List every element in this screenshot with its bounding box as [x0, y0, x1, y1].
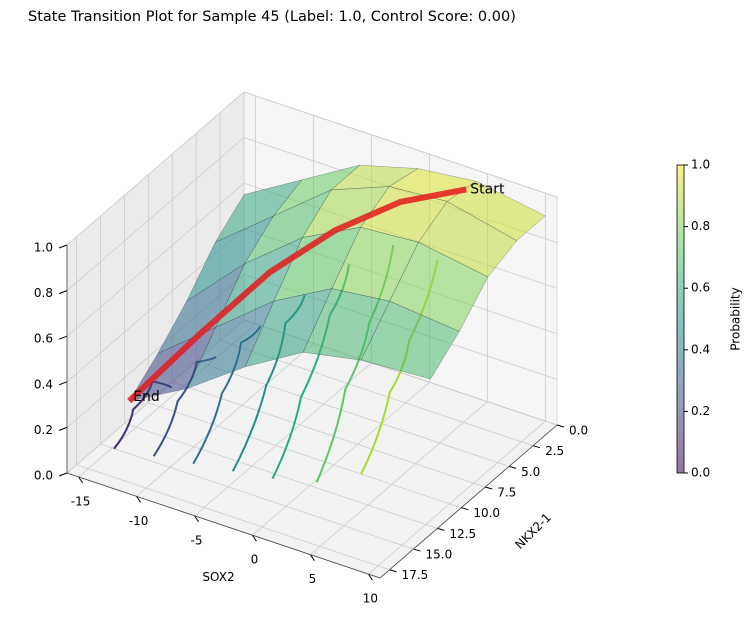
chart-title: State Transition Plot for Sample 45 (Lab… — [28, 9, 516, 25]
y-tick-label: 7.5 — [497, 486, 516, 500]
z-tick — [58, 472, 68, 477]
x-tick — [194, 515, 199, 523]
grid-line — [196, 360, 510, 467]
grid-line — [66, 182, 245, 337]
y-tick — [556, 424, 565, 428]
colorbar-tick-label: 1.0 — [691, 158, 710, 172]
y-tick — [532, 445, 541, 449]
grid-line — [148, 402, 462, 509]
y-tick — [437, 527, 445, 531]
z-tick-label: 0.8 — [34, 286, 53, 300]
x-tick — [136, 496, 141, 503]
surface-cell — [360, 300, 460, 380]
x-tick — [367, 573, 373, 581]
x-axis-label: SOX2 — [202, 570, 234, 584]
colorbar-label: Probability — [729, 287, 743, 350]
x-tick — [310, 554, 315, 561]
grid-line — [310, 401, 488, 555]
grid-line — [66, 137, 245, 291]
z-tick — [58, 335, 68, 340]
y-axis-label: NKX2-1 — [512, 510, 553, 551]
x-tick — [78, 476, 84, 484]
z-tick — [58, 381, 68, 386]
axis-line — [379, 424, 558, 579]
y-tick — [509, 465, 517, 469]
z-tick — [58, 426, 68, 431]
y-tick — [389, 569, 397, 573]
axis-line — [66, 472, 381, 579]
colorbar-tick-label: 0.0 — [691, 466, 710, 480]
colorbar-tick-label: 0.6 — [691, 281, 710, 295]
z-tick-label: 0.2 — [34, 423, 53, 437]
grid-line — [243, 91, 558, 198]
grid-line — [368, 420, 546, 575]
x-tick-label: -10 — [129, 514, 149, 528]
z-tick — [58, 244, 68, 249]
y-tick-label: 17.5 — [402, 568, 429, 582]
z-tick-label: 1.0 — [34, 241, 53, 255]
x-tick — [252, 534, 257, 542]
grid-line — [252, 381, 430, 536]
grid-line — [172, 381, 486, 488]
y-tick-label: 10.0 — [473, 506, 500, 520]
start-label: Start — [470, 181, 505, 197]
x-tick-label: -5 — [191, 533, 203, 547]
grid-line — [194, 362, 372, 517]
z-tick-label: 0.6 — [34, 332, 53, 346]
x-tick-label: 0 — [251, 553, 259, 567]
y-tick — [413, 548, 421, 552]
grid-line — [124, 422, 438, 529]
colorbar-tick-label: 0.2 — [691, 404, 710, 418]
y-tick-label: 15.0 — [425, 548, 452, 562]
z-tick — [58, 290, 68, 295]
grid-line — [66, 91, 245, 246]
y-tick — [485, 486, 493, 490]
y-tick-label: 12.5 — [449, 527, 476, 541]
x-tick-label: 5 — [309, 572, 317, 586]
trajectory — [127, 186, 467, 404]
z-tick-label: 0.4 — [34, 377, 53, 391]
y-tick-label: 5.0 — [521, 465, 540, 479]
colorbar-tick-label: 0.4 — [691, 342, 710, 356]
x-tick-label: -15 — [71, 494, 91, 508]
y-tick-label: 2.5 — [545, 444, 564, 458]
grid-line — [76, 464, 390, 571]
grid-line — [100, 443, 414, 550]
y-tick — [461, 507, 469, 511]
colorbar — [676, 164, 685, 474]
z-tick-label: 0.0 — [34, 469, 53, 483]
end-label: End — [133, 389, 160, 405]
y-tick-label: 0.0 — [569, 424, 588, 438]
colorbar-tick-label: 0.8 — [691, 219, 710, 233]
grid-line — [136, 343, 314, 497]
x-tick-label: 10 — [363, 592, 378, 606]
